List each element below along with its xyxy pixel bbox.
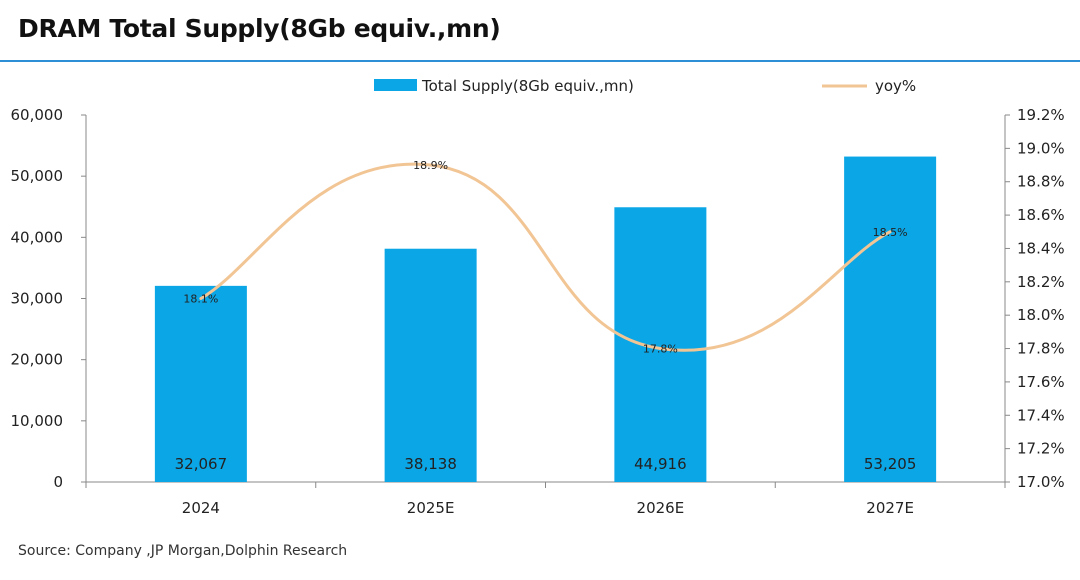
y-right-tick-label: 18.0%	[1017, 306, 1065, 324]
y-left-tick-label: 50,000	[11, 167, 64, 185]
source-note: Source: Company ,JP Morgan,Dolphin Resea…	[18, 543, 348, 559]
yoy-value-label: 18.5%	[873, 226, 908, 239]
x-tick-label: 2024	[182, 499, 220, 517]
bar	[384, 248, 477, 482]
y-left-tick-label: 30,000	[11, 290, 64, 308]
y-left-tick-label: 10,000	[11, 412, 64, 430]
y-right-tick-label: 17.6%	[1017, 373, 1065, 391]
yoy-point	[658, 347, 662, 351]
bar-value-label: 53,205	[864, 455, 917, 473]
y-right-tick-label: 18.8%	[1017, 173, 1065, 191]
chart-title: DRAM Total Supply(8Gb equiv.,mn)	[18, 14, 501, 43]
title-rule	[0, 60, 1080, 62]
y-right-tick-label: 17.8%	[1017, 340, 1065, 358]
yoy-line-path	[200, 162, 891, 352]
bar-value-label: 44,916	[634, 455, 687, 473]
legend-bar-label: Total Supply(8Gb equiv.,mn)	[421, 77, 634, 95]
y-right-tick-label: 19.0%	[1017, 139, 1065, 157]
y-right-tick-label: 17.4%	[1017, 406, 1065, 424]
x-tick-label: 2026E	[637, 499, 685, 517]
yoy-value-label: 18.9%	[413, 159, 448, 172]
bar	[614, 207, 707, 482]
yoy-value-label: 17.8%	[643, 343, 678, 356]
y-left-tick-label: 40,000	[11, 228, 64, 246]
y-right-tick-label: 19.2%	[1017, 106, 1065, 124]
bar	[844, 156, 937, 482]
x-tick-label: 2025E	[407, 499, 455, 517]
legend-bar-swatch	[374, 79, 417, 91]
y-right-tick-label: 17.0%	[1017, 473, 1065, 491]
y-left-tick-label: 60,000	[11, 106, 64, 124]
bars: 32,067 38,138 44,916 53,205	[154, 156, 937, 482]
y-left-tick-label: 0	[53, 473, 63, 491]
bar	[154, 285, 247, 482]
yoy-line: 18.1% 18.9% 17.8% 18.5%	[183, 159, 907, 355]
legend: Total Supply(8Gb equiv.,mn) yoy%	[374, 77, 916, 95]
bar-value-label: 32,067	[175, 455, 228, 473]
yoy-point	[429, 163, 433, 167]
yoy-point	[199, 297, 203, 300]
x-tick-label: 2027E	[866, 499, 914, 517]
yoy-point	[888, 230, 892, 234]
legend-line-label: yoy%	[875, 77, 916, 95]
y-right-tick-label: 17.2%	[1017, 440, 1065, 458]
y-left-tick-label: 20,000	[11, 351, 64, 369]
axes: 0 10,000 20,000 30,000 40,000 50,000 60,000 17.…	[11, 106, 1065, 517]
y-right-tick-label: 18.4%	[1017, 239, 1065, 257]
bar-value-label: 38,138	[404, 455, 457, 473]
y-right-tick-label: 18.2%	[1017, 273, 1065, 291]
yoy-value-label: 18.1%	[183, 293, 218, 306]
y-right-tick-label: 18.6%	[1017, 206, 1065, 224]
